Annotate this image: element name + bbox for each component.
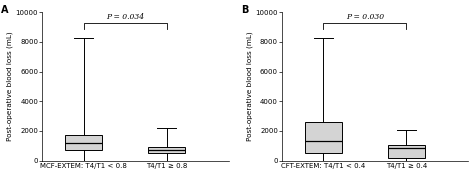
Text: P = 0.034: P = 0.034: [106, 13, 144, 21]
PathPatch shape: [148, 147, 185, 153]
Y-axis label: Post-operative blood loss (mL): Post-operative blood loss (mL): [6, 32, 13, 141]
Y-axis label: Post-operative blood loss (mL): Post-operative blood loss (mL): [246, 32, 253, 141]
Text: P = 0.030: P = 0.030: [346, 13, 384, 21]
Text: A: A: [1, 5, 9, 15]
PathPatch shape: [305, 122, 342, 153]
PathPatch shape: [388, 145, 425, 158]
Text: B: B: [241, 5, 248, 15]
PathPatch shape: [65, 135, 102, 150]
